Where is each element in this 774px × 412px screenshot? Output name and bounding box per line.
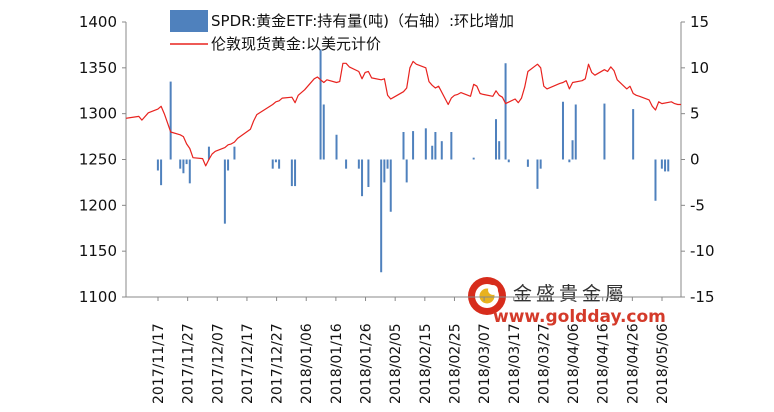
right-tick-label: -15 — [690, 288, 715, 306]
left-tick-label: 1100 — [79, 288, 117, 306]
right-tick-label: 5 — [690, 105, 700, 123]
left-tick-label: 1200 — [79, 196, 117, 214]
etf-change-bar — [405, 159, 408, 183]
x-tick-label: 2018/02/05 — [388, 323, 404, 404]
x-tick-label: 2018/04/26 — [625, 323, 641, 404]
etf-change-bar — [156, 159, 159, 171]
etf-change-bar — [290, 159, 293, 187]
left-tick-label: 1250 — [79, 151, 117, 169]
left-tick-label: 1350 — [79, 59, 117, 77]
x-tick-label: 2018/01/06 — [299, 323, 315, 404]
etf-change-bar — [383, 159, 386, 183]
x-tick-label: 2018/02/15 — [418, 323, 434, 404]
etf-change-bar — [319, 49, 322, 160]
etf-change-bar — [495, 119, 497, 160]
left-tick-label: 1150 — [79, 242, 117, 260]
etf-change-bar — [561, 101, 564, 160]
etf-change-bar — [294, 159, 297, 187]
left-tick-label: 1300 — [79, 105, 117, 123]
x-tick-label: 2018/03/07 — [477, 323, 493, 404]
etf-change-bar — [424, 128, 427, 160]
etf-change-bar — [498, 141, 501, 160]
right-tick-label: 0 — [690, 151, 700, 169]
watermark-url: www.goldday.com — [493, 307, 666, 327]
etf-change-bar — [233, 146, 236, 160]
etf-change-bar — [526, 159, 529, 167]
etf-change-bar — [440, 141, 443, 160]
etf-change-bar — [160, 159, 163, 186]
etf-change-bar — [536, 159, 539, 189]
etf-change-bar — [386, 159, 389, 169]
x-tick-label: 2017/11/27 — [181, 323, 197, 404]
etf-change-bar — [507, 159, 510, 163]
etf-change-bar — [335, 134, 338, 160]
etf-change-bar — [667, 159, 670, 172]
etf-change-bar — [568, 159, 571, 163]
bar-series — [156, 49, 670, 273]
goldday-logo — [468, 277, 506, 315]
x-tick-label: 2018/01/16 — [329, 323, 345, 404]
x-tick-label: 2017/12/17 — [240, 323, 256, 404]
right-tick-label: -10 — [690, 242, 715, 260]
etf-change-bar — [654, 159, 657, 201]
etf-change-bar — [412, 131, 415, 160]
left-tick-label: 1400 — [79, 13, 117, 31]
etf-change-bar — [188, 159, 191, 184]
x-tick-label: 2018/05/06 — [655, 323, 671, 404]
etf-change-bar — [361, 159, 364, 197]
etf-change-bar — [185, 159, 188, 165]
x-tick-label: 2017/12/27 — [270, 323, 286, 404]
legend-bar-swatch — [170, 10, 208, 32]
etf-change-bar — [504, 63, 507, 160]
x-tick-label: 2018/01/26 — [359, 323, 375, 404]
etf-change-bar — [389, 159, 392, 212]
x-tick-label: 2018/03/27 — [536, 323, 552, 404]
etf-change-bar — [571, 140, 574, 160]
etf-change-bar — [223, 159, 226, 224]
etf-change-bar — [539, 159, 542, 169]
x-tick-label: 2017/11/17 — [151, 323, 167, 404]
right-tick-label: -5 — [690, 196, 705, 214]
etf-change-bar — [660, 159, 663, 169]
etf-change-bar — [227, 159, 230, 171]
etf-change-bar — [271, 159, 274, 169]
etf-change-bar — [380, 159, 383, 273]
etf-change-bar — [632, 109, 635, 160]
etf-change-bar — [278, 159, 281, 169]
etf-change-bar — [450, 132, 453, 160]
etf-change-bar — [431, 145, 434, 160]
etf-change-bar — [322, 104, 325, 160]
etf-change-bar — [182, 159, 185, 174]
etf-change-bar — [603, 103, 606, 160]
right-tick-label: 15 — [690, 13, 709, 31]
x-tick-label: 2018/04/16 — [596, 323, 612, 404]
etf-change-bar — [402, 132, 405, 160]
etf-change-bar — [345, 159, 348, 169]
watermark: 金盛貴金屬 www.goldday.com — [468, 277, 666, 327]
x-tick-label: 2018/02/25 — [447, 323, 463, 404]
etf-change-bar — [574, 104, 577, 160]
etf-change-bar — [357, 159, 360, 169]
legend: SPDR:黄金ETF:持有量(吨)（右轴）:环比增加 伦敦现货黄金:以美元计价 — [170, 10, 514, 53]
etf-change-bar — [472, 157, 475, 160]
watermark-company: 金盛貴金屬 — [513, 283, 628, 305]
legend-label-bar: SPDR:黄金ETF:持有量(吨)（右轴）:环比增加 — [211, 12, 514, 30]
london-gold-price-line — [125, 60, 681, 167]
x-tick-label: 2018/04/06 — [566, 323, 582, 404]
etf-change-bar — [664, 159, 667, 172]
legend-label-line: 伦敦现货黄金:以美元计价 — [211, 35, 381, 53]
right-tick-label: 10 — [690, 59, 709, 77]
etf-change-bar — [434, 132, 437, 160]
x-tick-label: 2017/12/07 — [210, 323, 226, 404]
x-tick-label: 2018/03/17 — [507, 323, 523, 404]
etf-change-bar — [367, 159, 370, 187]
etf-change-bar — [169, 81, 172, 160]
etf-change-bar — [179, 159, 182, 169]
axes: 1100 1150 1200 1250 1300 1350 1400 -15 -10 -5 0 5 10… — [79, 13, 715, 404]
etf-change-bar — [274, 159, 277, 163]
line-series — [125, 60, 681, 167]
etf-change-bar — [207, 146, 210, 160]
